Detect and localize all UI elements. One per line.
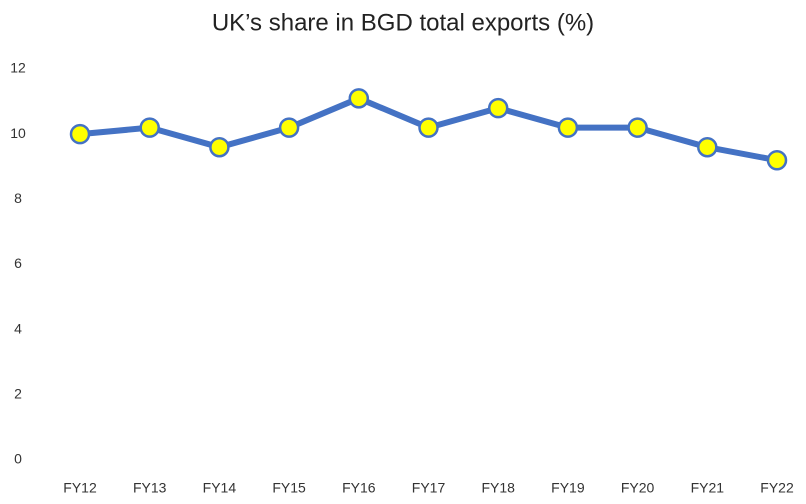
marker: [697, 136, 718, 158]
y-tick-label: 2: [14, 386, 22, 402]
x-tick-label: FY20: [621, 480, 655, 496]
x-tick-label: FY16: [342, 480, 376, 496]
marker: [487, 97, 509, 119]
y-tick-label: 10: [10, 125, 26, 141]
x-tick-label: FY18: [481, 480, 515, 496]
x-tick-label: FY15: [272, 480, 306, 496]
y-tick-label: 4: [14, 320, 22, 336]
y-tick-label: 12: [10, 60, 26, 76]
x-tick-label: FY22: [760, 480, 794, 496]
marker: [278, 117, 300, 138]
marker: [418, 117, 439, 138]
x-tick-label: FY13: [133, 480, 167, 496]
x-tick-label: FY17: [412, 480, 446, 496]
marker: [209, 136, 230, 158]
x-tick-label: FY14: [203, 480, 237, 496]
marker: [139, 117, 160, 138]
marker: [348, 88, 370, 109]
y-tick-label: 8: [14, 190, 22, 206]
chart-title: UK’s share in BGD total exports (%): [212, 9, 594, 36]
x-tick-label: FY19: [551, 480, 585, 496]
marker: [627, 117, 648, 138]
marker: [766, 149, 788, 171]
y-tick-label: 0: [14, 451, 22, 467]
x-tick-label: FY12: [63, 480, 97, 496]
marker: [69, 123, 91, 145]
y-tick-label: 6: [14, 255, 22, 271]
x-tick-label: FY21: [691, 480, 725, 496]
marker: [557, 117, 579, 138]
